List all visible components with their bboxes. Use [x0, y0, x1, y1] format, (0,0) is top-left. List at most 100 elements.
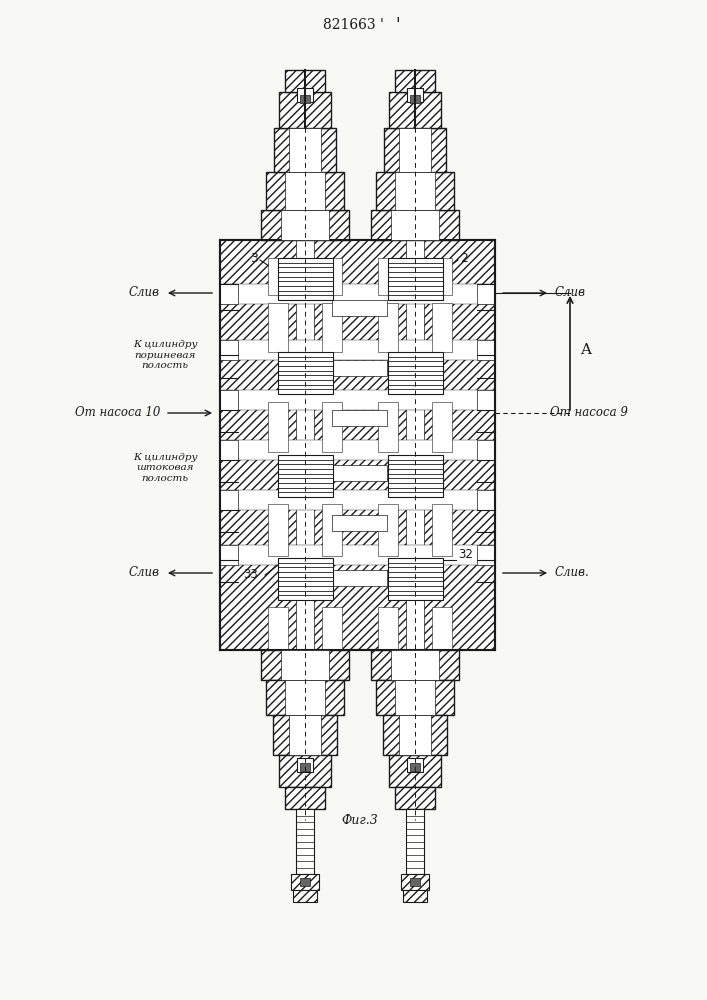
Bar	[220, 490, 238, 510]
Bar	[285, 70, 325, 92]
Bar	[378, 258, 398, 295]
Text: От насоса 9: От насоса 9	[550, 406, 628, 420]
Text: К цилиндру
штоковая
полость: К цилиндру штоковая полость	[133, 453, 197, 483]
Text: A: A	[580, 343, 591, 357]
Bar	[220, 490, 495, 510]
Bar	[432, 402, 452, 452]
Bar	[296, 240, 314, 650]
Bar	[477, 390, 495, 410]
Text: ': '	[395, 16, 399, 34]
Bar	[388, 352, 443, 394]
Text: 33: 33	[243, 568, 258, 582]
Bar	[220, 390, 495, 410]
Bar	[432, 258, 452, 295]
Bar	[322, 258, 342, 295]
Bar	[285, 787, 325, 809]
Bar	[297, 88, 313, 102]
Bar	[432, 504, 452, 556]
Bar	[322, 402, 342, 452]
Bar	[291, 874, 319, 890]
Text: К цилиндру
поршневая
полость: К цилиндру поршневая полость	[133, 340, 197, 370]
Bar	[407, 88, 423, 102]
Text: 821663 ': 821663 '	[322, 18, 383, 32]
Bar	[410, 763, 420, 771]
Bar	[410, 878, 420, 886]
Bar	[378, 607, 398, 650]
Bar	[296, 809, 314, 874]
Bar	[268, 402, 288, 452]
Text: Слив: Слив	[129, 286, 160, 300]
Bar	[477, 340, 495, 360]
Bar	[220, 284, 495, 304]
Bar	[322, 303, 342, 352]
Bar	[391, 210, 439, 240]
Bar	[371, 210, 459, 240]
Bar	[278, 258, 333, 300]
Bar	[378, 402, 398, 452]
Bar	[285, 680, 325, 715]
Bar	[285, 172, 325, 210]
Bar	[300, 95, 310, 103]
Bar	[220, 390, 238, 410]
Bar	[268, 258, 288, 295]
Bar	[399, 715, 431, 755]
Bar	[332, 410, 387, 426]
Text: Слив.: Слив.	[555, 566, 590, 580]
Bar	[220, 545, 238, 565]
Bar	[388, 558, 443, 600]
Bar	[332, 465, 387, 481]
Bar	[384, 128, 446, 172]
Bar	[261, 210, 349, 240]
Text: Фиг.3: Фиг.3	[341, 814, 378, 826]
Bar	[376, 172, 454, 210]
Bar	[289, 715, 321, 755]
Bar	[220, 340, 238, 360]
Text: 2: 2	[460, 251, 468, 264]
Bar	[279, 92, 331, 128]
Bar	[389, 92, 441, 128]
Bar	[273, 715, 337, 755]
Text: 32: 32	[458, 548, 473, 562]
Bar	[395, 787, 435, 809]
Bar	[281, 210, 329, 240]
Bar	[268, 607, 288, 650]
Bar	[395, 70, 435, 92]
Bar	[378, 303, 398, 352]
Bar	[477, 490, 495, 510]
Bar	[410, 95, 420, 103]
Bar	[332, 515, 387, 531]
Bar	[220, 440, 238, 460]
Bar	[389, 755, 441, 787]
Bar	[220, 440, 495, 460]
Bar	[432, 607, 452, 650]
Bar	[297, 758, 313, 772]
Text: От насоса 10: От насоса 10	[75, 406, 160, 420]
Bar	[388, 258, 443, 300]
Bar	[220, 240, 495, 650]
Bar	[332, 300, 387, 316]
Bar	[322, 504, 342, 556]
Bar	[278, 558, 333, 600]
Bar	[378, 504, 398, 556]
Bar	[332, 360, 387, 376]
Bar	[289, 128, 321, 172]
Bar	[395, 680, 435, 715]
Bar	[432, 303, 452, 352]
Bar	[376, 680, 454, 715]
Bar	[278, 455, 333, 497]
Bar	[278, 352, 333, 394]
Bar	[266, 172, 344, 210]
Bar	[477, 545, 495, 565]
Bar	[383, 715, 447, 755]
Bar	[371, 650, 459, 680]
Bar	[477, 440, 495, 460]
Text: 3: 3	[250, 251, 258, 264]
Bar	[403, 890, 427, 902]
Bar	[395, 172, 435, 210]
Bar	[332, 570, 387, 586]
Bar	[406, 809, 424, 874]
Bar	[401, 874, 429, 890]
Bar	[220, 284, 238, 304]
Bar	[274, 128, 336, 172]
Bar	[300, 878, 310, 886]
